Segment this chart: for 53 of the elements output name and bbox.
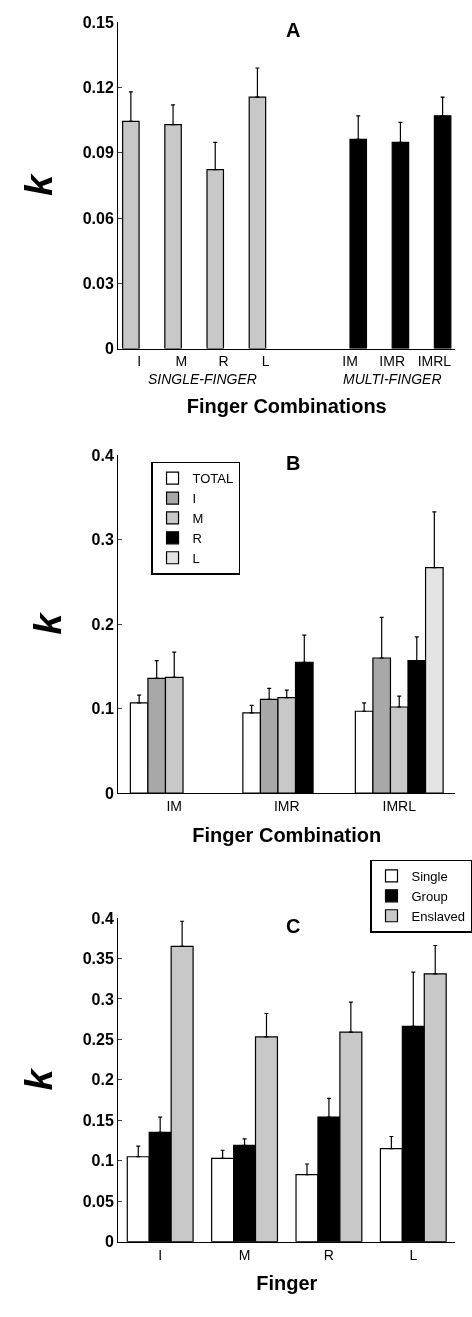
- legend-label: Enslaved: [411, 908, 465, 924]
- legend-label: Single: [411, 869, 448, 885]
- x-tick-label: I: [137, 353, 142, 370]
- x-axis-title: Finger Combinations: [186, 394, 387, 417]
- legend-label: R: [192, 530, 202, 546]
- legend-label: Group: [411, 888, 448, 904]
- y-tick-label: 0.2: [91, 615, 114, 633]
- x-tick-label: I: [158, 1246, 163, 1263]
- y-tick-label: 0.35: [82, 950, 114, 968]
- y-tick-label: 0: [104, 784, 114, 802]
- chart-title: B: [286, 452, 301, 474]
- y-axis-title: k: [17, 173, 60, 197]
- y-tick-label: 0.25: [82, 1030, 114, 1048]
- x-tick-label: IMR: [273, 798, 300, 814]
- y-tick-label: 0.2: [91, 1071, 114, 1089]
- y-tick-label: 0.03: [82, 274, 114, 292]
- y-tick-label: 0.09: [82, 144, 114, 162]
- text: MULTI-FINGER: [343, 371, 442, 387]
- x-tick-label: L: [409, 1246, 418, 1263]
- y-tick-label: 0.05: [82, 1192, 114, 1210]
- chart-title: C: [286, 915, 301, 937]
- y-axis-title: k: [26, 611, 69, 635]
- y-tick-label: 0.1: [91, 1152, 114, 1170]
- y-tick-label: 0.3: [91, 531, 114, 549]
- legend-label: M: [192, 511, 204, 527]
- x-tick-label: L: [261, 353, 270, 370]
- x-tick-label: IMRL: [417, 353, 452, 370]
- legend-label: I: [192, 491, 197, 507]
- y-tick-label: 0.15: [82, 1111, 114, 1129]
- y-tick-label: 0: [104, 340, 114, 358]
- x-tick-label: IM: [342, 353, 358, 370]
- x-axis-title: Finger Combination: [192, 823, 382, 846]
- y-tick-label: 0: [104, 1233, 114, 1251]
- y-tick-label: 0.4: [91, 909, 114, 927]
- legend-label: L: [192, 550, 200, 566]
- x-tick-label: M: [238, 1246, 251, 1263]
- text: SINGLE-FINGER: [148, 371, 257, 387]
- x-axis-title: Finger: [256, 1272, 318, 1294]
- y-tick-label: 0.4: [91, 446, 114, 464]
- y-tick-label: 0.3: [91, 990, 114, 1008]
- x-tick-label: IMRL: [382, 798, 417, 814]
- y-tick-label: 0.06: [82, 209, 114, 227]
- y-tick-label: 0.15: [82, 13, 114, 31]
- x-tick-label: M: [175, 353, 188, 370]
- y-tick-label: 0.1: [91, 700, 114, 718]
- x-tick-label: R: [218, 353, 229, 370]
- y-tick-label: 0.12: [82, 79, 114, 97]
- legend-label: TOTAL: [192, 471, 234, 487]
- chart-title: A: [286, 19, 301, 41]
- y-axis-title: k: [17, 1067, 60, 1091]
- x-tick-label: IM: [166, 798, 183, 814]
- x-tick-label: R: [323, 1246, 334, 1263]
- x-tick-label: IMR: [379, 353, 406, 370]
